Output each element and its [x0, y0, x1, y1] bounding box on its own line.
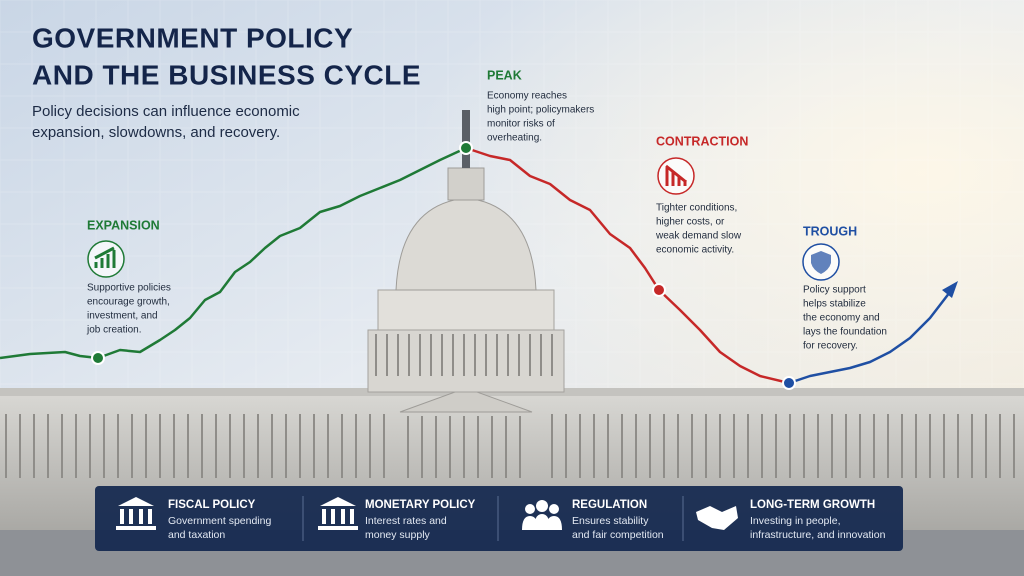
- growth-glyph: [94, 246, 116, 268]
- icon-column: [129, 509, 133, 524]
- footer-description: Government spending and taxation: [168, 515, 271, 541]
- columns: [5, 334, 1015, 478]
- footer-title: REGULATION: [572, 499, 647, 511]
- arrow-head: [942, 281, 958, 298]
- icon-person: [549, 504, 559, 514]
- phase-description: Policy support helps stabilize the economy…: [803, 285, 887, 352]
- expansion-icon: [87, 240, 125, 278]
- phase-text-line: Economy reaches: [487, 91, 567, 102]
- phase-name: TROUGH: [803, 224, 857, 238]
- phase-text-line: high point; policymakers: [487, 105, 594, 116]
- icon-bodies: [522, 514, 562, 530]
- footer-text-line: Government spending: [168, 515, 271, 527]
- icon-column: [322, 509, 326, 524]
- footer-text-line: Ensures stability: [572, 515, 649, 527]
- subtitle-line: Policy decisions can influence economic: [32, 103, 300, 120]
- icon-column: [148, 509, 152, 524]
- phase-text-line: Policy support: [803, 285, 866, 296]
- phase-text-line: for recovery.: [803, 341, 858, 352]
- phase-name: EXPANSION: [87, 218, 160, 232]
- icon-column: [120, 509, 124, 524]
- phase-name: CONTRACTION: [656, 134, 748, 148]
- icon-roof: [118, 497, 154, 506]
- regulation-icon: [522, 500, 562, 530]
- phase-text-line: overheating.: [487, 133, 542, 144]
- icon-column: [139, 509, 143, 524]
- trough-dot: [782, 376, 796, 390]
- footer-title: LONG-TERM GROWTH: [750, 499, 875, 511]
- phase-description: Tighter conditions, higher costs, or weak …: [655, 203, 742, 256]
- phase-description: Supportive policies encourage growth, inve…: [86, 283, 171, 336]
- icon-base: [318, 526, 358, 530]
- icon-column: [341, 509, 345, 524]
- fiscal-icon: [116, 497, 156, 530]
- expansion-dot: [91, 351, 105, 365]
- icon-base: [116, 526, 156, 530]
- icon-person: [536, 500, 548, 512]
- contraction-line: [465, 146, 790, 385]
- phase-icons: [87, 157, 840, 281]
- decline-glyph: [665, 164, 687, 186]
- title-line: GOVERNMENT POLICY: [32, 22, 353, 53]
- monetary-icon: [318, 497, 358, 530]
- pediment: [399, 387, 533, 413]
- footer-dividers: [302, 496, 684, 541]
- phase-text-line: the economy and: [803, 313, 880, 324]
- phase-text-line: Supportive policies: [87, 283, 171, 294]
- icon-handshake: [696, 506, 738, 530]
- recovery-line: [788, 291, 951, 385]
- footer-text-line: and fair competition: [572, 529, 664, 541]
- footer-title: FISCAL POLICY: [168, 499, 256, 511]
- footer-text-line: Interest rates and: [365, 515, 447, 527]
- footer-text-line: money supply: [365, 529, 431, 541]
- footer-description: Ensures stability and fair competition: [572, 515, 664, 541]
- footer-title: MONETARY POLICY: [365, 499, 476, 511]
- footer-description: Interest rates and money supply: [365, 515, 447, 541]
- phase-text-line: job creation.: [86, 325, 141, 336]
- phase-text-line: monitor risks of: [487, 119, 555, 130]
- contraction-icon: [657, 157, 695, 195]
- statue: [462, 110, 470, 168]
- footer-text-line: infrastructure, and innovation: [750, 529, 886, 541]
- drum: [367, 329, 565, 393]
- phase-text-line: encourage growth,: [87, 297, 170, 308]
- footer-text-line: Investing in people,: [750, 515, 840, 527]
- phase-text-line: weak demand slow: [655, 231, 742, 242]
- phase-text-line: Tighter conditions,: [656, 203, 737, 214]
- lantern: [447, 167, 485, 201]
- phase-text-line: investment, and: [87, 311, 158, 322]
- shield-glyph: [811, 251, 831, 274]
- title-line: AND THE BUSINESS CYCLE: [32, 59, 421, 90]
- icon-column: [331, 509, 335, 524]
- icon-column: [350, 509, 354, 524]
- phase-text-line: lays the foundation: [803, 327, 887, 338]
- peak-dot: [459, 141, 473, 155]
- phase-text-line: higher costs, or: [656, 217, 725, 228]
- growth-icon: [696, 506, 738, 530]
- icon-person: [525, 504, 535, 514]
- phase-text-line: helps stabilize: [803, 299, 866, 310]
- cycle-curve: [0, 141, 958, 390]
- contraction-dot: [652, 283, 666, 297]
- footer-description: Investing in people, infrastructure, and …: [750, 515, 886, 541]
- footer-panel: [95, 486, 903, 551]
- footer-text-line: and taxation: [168, 529, 225, 541]
- footer-icons: [116, 497, 738, 530]
- subtitle-line: expansion, slowdowns, and recovery.: [32, 124, 280, 141]
- upper-drum: [377, 289, 555, 331]
- phase-text-line: economic activity.: [656, 245, 734, 256]
- phase-description: Economy reaches high point; policymakers m…: [487, 91, 594, 144]
- icon-roof: [320, 497, 356, 506]
- phase-name: PEAK: [487, 68, 522, 82]
